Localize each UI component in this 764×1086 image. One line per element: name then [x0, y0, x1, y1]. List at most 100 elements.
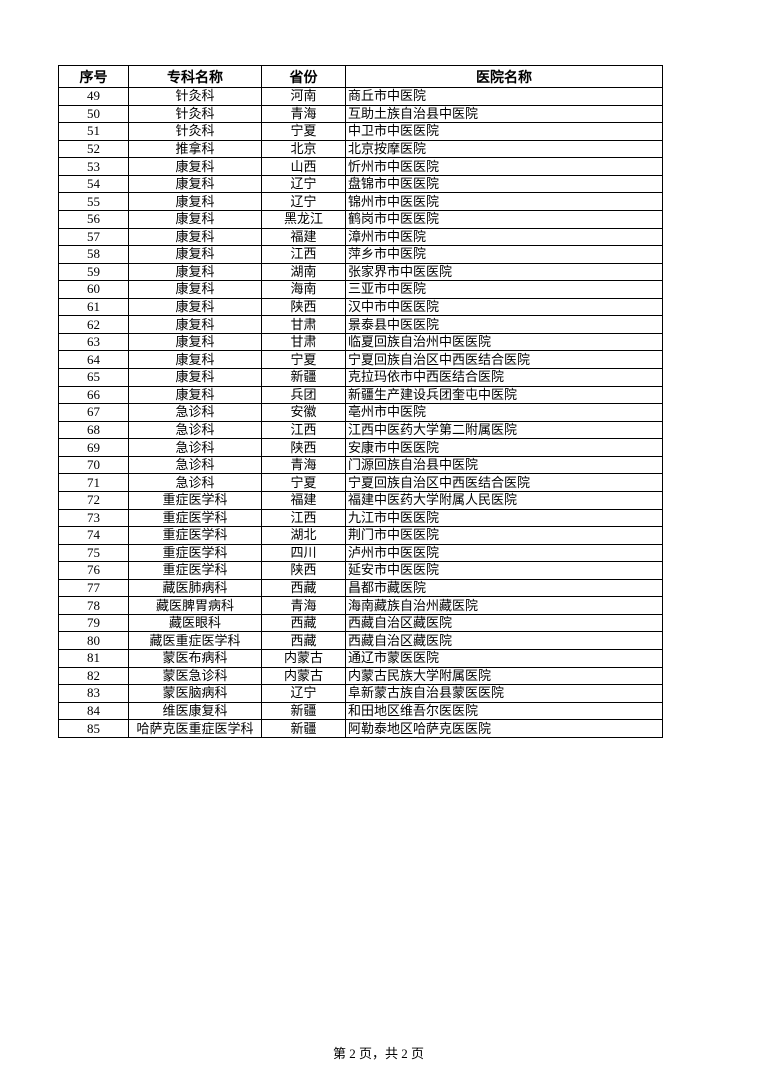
cell-province: 湖南 [261, 262, 346, 282]
cell-index: 50 [58, 104, 129, 124]
cell-index: 72 [58, 490, 129, 510]
cell-index: 78 [58, 596, 129, 615]
cell-index: 62 [58, 315, 129, 334]
cell-index: 56 [58, 209, 129, 229]
cell-province: 兵团 [261, 385, 346, 405]
cell-hospital: 张家界市中医医院 [345, 262, 663, 282]
cell-hospital: 西藏自治区藏医院 [345, 613, 663, 633]
cell-index: 84 [58, 701, 129, 721]
table-row: 79 藏医眼科 西藏 西藏自治区藏医院 [58, 613, 663, 633]
cell-specialty: 针灸科 [128, 87, 262, 106]
table-row: 78 藏医脾胃病科 青海 海南藏族自治州藏医院 [58, 596, 663, 615]
cell-hospital: 萍乡市中医院 [345, 245, 663, 264]
cell-province: 河南 [261, 87, 346, 106]
table-row: 74 重症医学科 湖北 荆门市中医医院 [58, 526, 663, 545]
cell-specialty: 重症医学科 [128, 490, 262, 510]
cell-hospital: 福建中医药大学附属人民医院 [345, 490, 663, 510]
cell-specialty: 重症医学科 [128, 543, 262, 563]
table-row: 60 康复科 海南 三亚市中医院 [58, 280, 663, 299]
cell-specialty: 推拿科 [128, 139, 262, 159]
cell-hospital: 宁夏回族自治区中西医结合医院 [345, 473, 663, 492]
cell-hospital: 西藏自治区藏医院 [345, 631, 663, 650]
table-row: 50 针灸科 青海 互助土族自治县中医院 [58, 104, 663, 124]
cell-index: 74 [58, 526, 129, 545]
cell-specialty: 康复科 [128, 297, 262, 317]
table-row: 53 康复科 山西 忻州市中医医院 [58, 157, 663, 176]
cell-specialty: 康复科 [128, 192, 262, 211]
cell-index: 82 [58, 666, 129, 686]
cell-hospital: 北京按摩医院 [345, 139, 663, 159]
cell-index: 76 [58, 561, 129, 580]
table-row: 59 康复科 湖南 张家界市中医医院 [58, 262, 663, 282]
cell-index: 81 [58, 649, 129, 668]
cell-index: 71 [58, 473, 129, 492]
table-row: 80 藏医重症医学科 西藏 西藏自治区藏医院 [58, 631, 663, 650]
cell-province: 青海 [261, 596, 346, 615]
cell-hospital: 景泰县中医医院 [345, 315, 663, 334]
cell-province: 辽宁 [261, 684, 346, 703]
cell-province: 辽宁 [261, 192, 346, 211]
table-row: 69 急诊科 陕西 安康市中医医院 [58, 438, 663, 457]
table-row: 51 针灸科 宁夏 中卫市中医医院 [58, 122, 663, 141]
cell-hospital: 荆门市中医医院 [345, 526, 663, 545]
cell-specialty: 重症医学科 [128, 526, 262, 545]
header-specialty: 专科名称 [128, 65, 262, 88]
cell-hospital: 漳州市中医院 [345, 227, 663, 247]
cell-hospital: 亳州市中医院 [345, 403, 663, 422]
cell-province: 西藏 [261, 613, 346, 633]
cell-index: 49 [58, 87, 129, 106]
cell-index: 52 [58, 139, 129, 159]
table-row: 64 康复科 宁夏 宁夏回族自治区中西医结合医院 [58, 350, 663, 369]
cell-hospital: 泸州市中医医院 [345, 543, 663, 563]
cell-province: 福建 [261, 227, 346, 247]
cell-province: 陕西 [261, 561, 346, 580]
cell-specialty: 急诊科 [128, 403, 262, 422]
table-body: 49 针灸科 河南 商丘市中医院 50 针灸科 青海 互助土族自治县中医院 51 针灸科 宁夏 中卫市… [58, 87, 663, 738]
cell-province: 内蒙古 [261, 666, 346, 686]
cell-specialty: 蒙医脑病科 [128, 684, 262, 703]
cell-hospital: 昌都市藏医院 [345, 578, 663, 598]
cell-specialty: 藏医重症医学科 [128, 631, 262, 650]
table-row: 61 康复科 陕西 汉中市中医医院 [58, 297, 663, 317]
cell-hospital: 互助土族自治县中医院 [345, 104, 663, 124]
cell-specialty: 藏医眼科 [128, 613, 262, 633]
cell-province: 辽宁 [261, 174, 346, 194]
cell-hospital: 临夏回族自治州中医医院 [345, 332, 663, 352]
cell-index: 75 [58, 543, 129, 563]
table-row: 85 哈萨克医重症医学科 新疆 阿勒泰地区哈萨克医医院 [58, 719, 663, 738]
cell-specialty: 重症医学科 [128, 561, 262, 580]
cell-index: 54 [58, 174, 129, 194]
cell-index: 63 [58, 332, 129, 352]
cell-specialty: 急诊科 [128, 455, 262, 475]
cell-index: 64 [58, 350, 129, 369]
cell-index: 55 [58, 192, 129, 211]
cell-specialty: 针灸科 [128, 122, 262, 141]
cell-index: 68 [58, 420, 129, 440]
cell-province: 宁夏 [261, 122, 346, 141]
cell-hospital: 商丘市中医院 [345, 87, 663, 106]
table-row: 83 蒙医脑病科 辽宁 阜新蒙古族自治县蒙医医院 [58, 684, 663, 703]
table-row: 49 针灸科 河南 商丘市中医院 [58, 87, 663, 106]
cell-province: 安徽 [261, 403, 346, 422]
cell-index: 60 [58, 280, 129, 299]
cell-specialty: 康复科 [128, 332, 262, 352]
cell-hospital: 忻州市中医医院 [345, 157, 663, 176]
cell-specialty: 藏医脾胃病科 [128, 596, 262, 615]
cell-province: 陕西 [261, 297, 346, 317]
cell-province: 西藏 [261, 578, 346, 598]
cell-index: 51 [58, 122, 129, 141]
cell-province: 江西 [261, 420, 346, 440]
cell-hospital: 和田地区维吾尔医医院 [345, 701, 663, 721]
cell-province: 内蒙古 [261, 649, 346, 668]
cell-hospital: 三亚市中医院 [345, 280, 663, 299]
cell-index: 83 [58, 684, 129, 703]
cell-province: 青海 [261, 104, 346, 124]
cell-hospital: 盘锦市中医医院 [345, 174, 663, 194]
cell-hospital: 宁夏回族自治区中西医结合医院 [345, 350, 663, 369]
cell-province: 新疆 [261, 368, 346, 387]
table-row: 75 重症医学科 四川 泸州市中医医院 [58, 543, 663, 563]
table-row: 52 推拿科 北京 北京按摩医院 [58, 139, 663, 159]
cell-index: 79 [58, 613, 129, 633]
cell-province: 江西 [261, 508, 346, 528]
cell-hospital: 中卫市中医医院 [345, 122, 663, 141]
